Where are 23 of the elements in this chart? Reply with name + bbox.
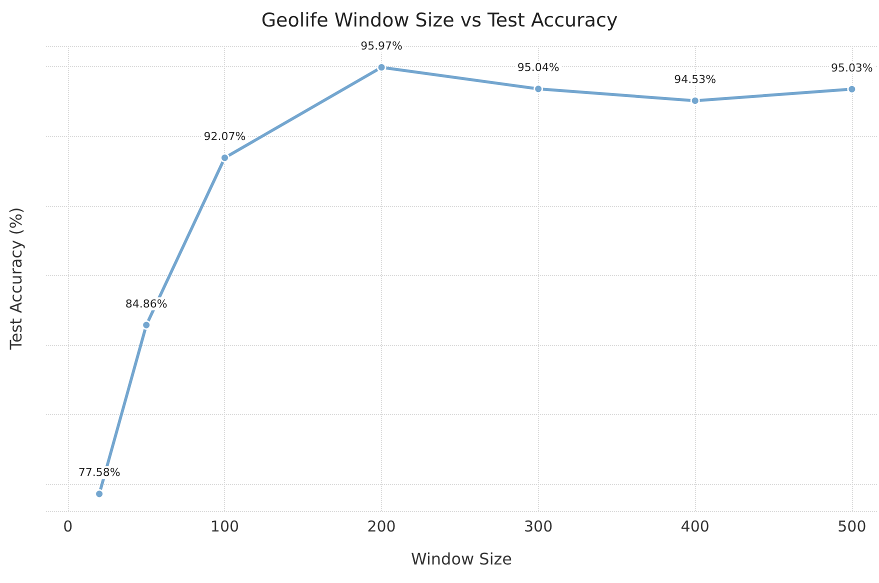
point (690, 96, 700, 106)
point (376, 62, 386, 72)
y-axis-title: Test Accuracy (%) (6, 207, 26, 351)
x-tick-label: 100 (210, 518, 240, 536)
data-label: 95.97% (360, 40, 403, 53)
x-tick-label: 400 (680, 518, 710, 536)
x-axis-title: Window Size (410, 550, 512, 568)
data-label: 95.04% (517, 61, 560, 74)
data-label: 92.07% (204, 130, 246, 144)
data-label: 84.86% (125, 297, 168, 310)
x-tick-label: 500 (838, 518, 866, 536)
point (534, 84, 544, 94)
x-tick-label: 300 (524, 518, 553, 536)
chart-title: Geolife Window Size vs Test Accuracy (261, 10, 618, 32)
point (220, 153, 230, 163)
x-tick-label: 200 (367, 518, 396, 536)
data-label: 94.53% (674, 72, 716, 86)
data-label: 95.03% (830, 61, 873, 74)
point (94, 489, 104, 499)
point (142, 320, 152, 330)
x-tick-label: 0 (63, 518, 73, 536)
data-label: 77.58% (78, 466, 120, 480)
point (847, 84, 857, 94)
